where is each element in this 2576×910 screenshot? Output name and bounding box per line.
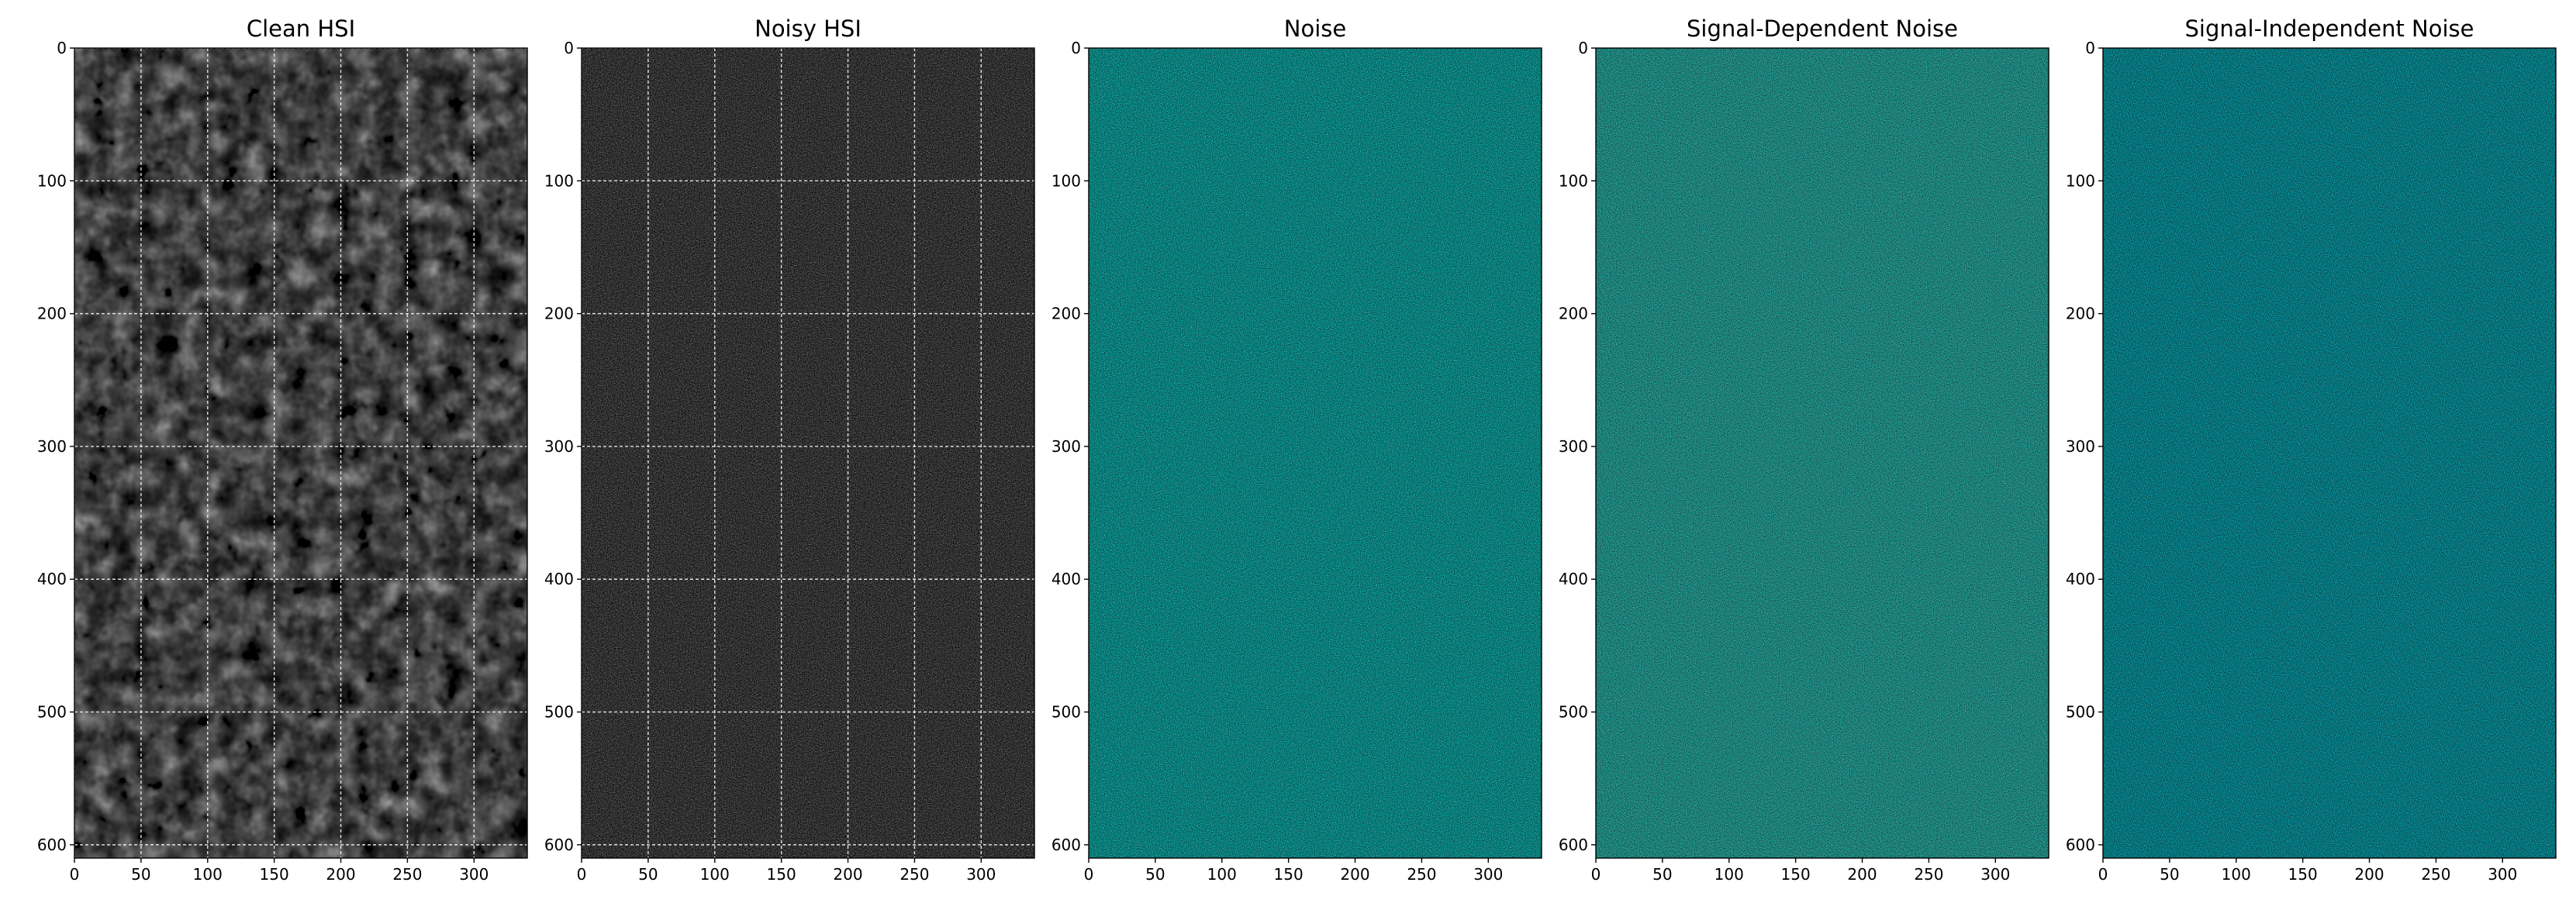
heatmap-image [1089, 48, 1542, 858]
x-tick-label: 300 [1473, 865, 1503, 884]
y-tick-label: 500 [544, 703, 574, 722]
y-tick-label: 0 [1578, 39, 1588, 57]
y-tick-label: 500 [1559, 703, 1588, 722]
x-tick-label: 50 [131, 865, 150, 884]
y-tick-label: 600 [1051, 836, 1081, 854]
x-tick-label: 200 [1847, 865, 1877, 884]
y-tick-label: 500 [2066, 703, 2095, 722]
panel-clean-hsi: Clean HSI 0 50 100 150 200 250 300 0 100 200 300 400… [37, 16, 528, 884]
y-tick-label: 200 [2066, 305, 2095, 323]
y-tick-label: 400 [544, 570, 574, 588]
axes-frame [1595, 47, 2049, 859]
x-tick-label: 150 [2288, 865, 2318, 884]
x-tick-label: 250 [1914, 865, 1943, 884]
x-tick-label: 300 [459, 865, 489, 884]
x-tick-label: 50 [2160, 865, 2179, 884]
heatmap-image [2103, 48, 2556, 858]
y-tick-label: 400 [2066, 570, 2095, 588]
panel-title: Signal-Dependent Noise [1687, 16, 1958, 42]
x-tick-label: 300 [966, 865, 996, 884]
y-tick-label: 200 [544, 305, 574, 323]
y-tick-label: 600 [37, 836, 67, 854]
x-tick-label: 100 [1714, 865, 1744, 884]
x-tick-label: 0 [1591, 865, 1601, 884]
x-tick-label: 0 [70, 865, 80, 884]
x-tick-label: 300 [1980, 865, 2010, 884]
y-tick-label: 100 [1559, 171, 1588, 190]
x-tick-label: 250 [900, 865, 929, 884]
y-tick-label: 400 [1559, 570, 1588, 588]
x-tick-label: 150 [1274, 865, 1304, 884]
x-tick-label: 200 [326, 865, 355, 884]
x-tick-label: 250 [2421, 865, 2450, 884]
x-tick-label: 0 [1084, 865, 1094, 884]
y-tick-label: 200 [1559, 305, 1588, 323]
panel-signal-dependent-noise: Signal-Dependent Noise 0 50 100 150 200 250 300… [1559, 16, 2049, 884]
panel-signal-independent-noise: Signal-Independent Noise 0 50 100 150 200 250 3… [2066, 16, 2557, 884]
y-tick-label: 0 [2085, 39, 2095, 57]
y-tick-label: 500 [1051, 703, 1081, 722]
x-tick-label: 0 [577, 865, 587, 884]
heatmap-image [74, 48, 527, 858]
y-tick-label: 0 [564, 39, 574, 57]
x-tick-label: 250 [392, 865, 422, 884]
panel-noisy-hsi: Noisy HSI 0 50 100 150 200 250 300 0 100 200 300 400… [544, 16, 1035, 884]
axes-frame [1088, 47, 1542, 859]
y-tick-label: 600 [1559, 836, 1588, 854]
x-tick-label: 50 [638, 865, 658, 884]
panel-title: Signal-Independent Noise [2184, 16, 2474, 42]
panel-title: Noise [1284, 16, 1346, 42]
x-tick-label: 100 [2222, 865, 2251, 884]
axes-frame [581, 47, 1035, 859]
y-tick-label: 300 [1051, 437, 1081, 456]
y-tick-label: 400 [1051, 570, 1081, 588]
y-tick-label: 200 [1051, 305, 1081, 323]
x-tick-label: 150 [1781, 865, 1811, 884]
y-tick-label: 600 [544, 836, 574, 854]
x-tick-label: 250 [1407, 865, 1436, 884]
y-tick-label: 300 [37, 437, 67, 456]
y-tick-label: 300 [544, 437, 574, 456]
x-tick-label: 200 [2354, 865, 2384, 884]
y-tick-label: 100 [1051, 171, 1081, 190]
y-tick-label: 100 [544, 171, 574, 190]
y-tick-label: 200 [37, 305, 67, 323]
x-tick-label: 50 [1652, 865, 1672, 884]
x-tick-label: 200 [833, 865, 862, 884]
x-tick-label: 200 [1340, 865, 1369, 884]
y-tick-label: 0 [57, 39, 67, 57]
y-tick-label: 300 [2066, 437, 2095, 456]
x-tick-label: 100 [700, 865, 730, 884]
heatmap-image [582, 48, 1034, 858]
y-tick-label: 0 [1071, 39, 1081, 57]
y-tick-label: 500 [37, 703, 67, 722]
y-tick-label: 400 [37, 570, 67, 588]
y-tick-label: 600 [2066, 836, 2095, 854]
x-tick-label: 100 [1207, 865, 1237, 884]
x-tick-label: 150 [767, 865, 796, 884]
panel-noise: Noise 0 50 100 150 200 250 300 0 100 200 300 400 500 6… [1051, 16, 1542, 884]
axes-frame [2102, 47, 2557, 859]
x-tick-label: 50 [1145, 865, 1165, 884]
axes-frame [74, 47, 528, 859]
panel-title: Clean HSI [247, 16, 355, 42]
y-tick-label: 100 [37, 171, 67, 190]
y-tick-label: 300 [1559, 437, 1588, 456]
x-tick-label: 0 [2098, 865, 2108, 884]
panel-title: Noisy HSI [754, 16, 862, 42]
x-tick-label: 100 [193, 865, 223, 884]
x-tick-label: 300 [2488, 865, 2517, 884]
y-tick-label: 100 [2066, 171, 2095, 190]
x-tick-label: 150 [260, 865, 289, 884]
heatmap-image [1596, 48, 2049, 858]
